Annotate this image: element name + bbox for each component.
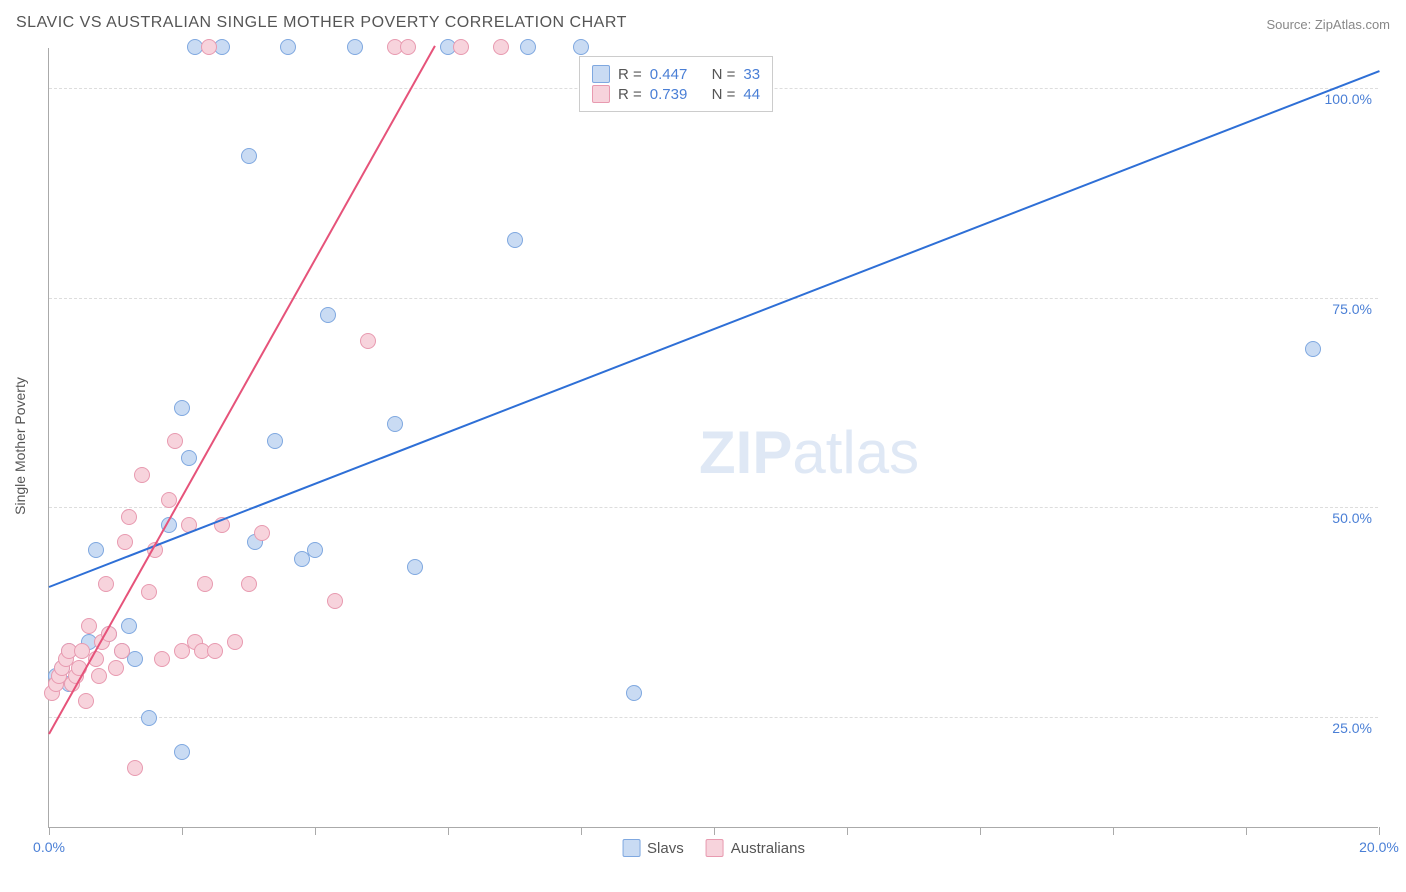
gridline bbox=[49, 717, 1378, 718]
legend-swatch bbox=[706, 839, 724, 857]
stats-row: R =0.739 N =44 bbox=[592, 85, 760, 103]
data-point bbox=[241, 576, 257, 592]
x-tick bbox=[980, 827, 981, 835]
data-point bbox=[197, 576, 213, 592]
data-point bbox=[81, 618, 97, 634]
gridline bbox=[49, 298, 1378, 299]
x-tick bbox=[315, 827, 316, 835]
data-point bbox=[161, 492, 177, 508]
x-tick bbox=[448, 827, 449, 835]
legend-item: Australians bbox=[706, 839, 805, 857]
data-point bbox=[117, 534, 133, 550]
data-point bbox=[267, 433, 283, 449]
stats-legend: R =0.447 N =33 R =0.739 N =44 bbox=[579, 56, 773, 112]
data-point bbox=[320, 307, 336, 323]
trendline bbox=[48, 46, 435, 735]
x-tick bbox=[581, 827, 582, 835]
r-value: 0.447 bbox=[650, 66, 688, 83]
data-point bbox=[78, 693, 94, 709]
data-point bbox=[387, 416, 403, 432]
data-point bbox=[327, 593, 343, 609]
data-point bbox=[121, 509, 137, 525]
data-point bbox=[134, 467, 150, 483]
n-value: 33 bbox=[743, 66, 760, 83]
data-point bbox=[400, 39, 416, 55]
data-point bbox=[520, 39, 536, 55]
data-point bbox=[108, 660, 124, 676]
stats-row: R =0.447 N =33 bbox=[592, 65, 760, 83]
n-value: 44 bbox=[743, 86, 760, 103]
legend-label: Australians bbox=[731, 840, 805, 857]
y-tick-label: 75.0% bbox=[1332, 301, 1372, 317]
x-tick bbox=[1113, 827, 1114, 835]
x-tick-label: 20.0% bbox=[1359, 839, 1399, 855]
data-point bbox=[507, 232, 523, 248]
data-point bbox=[88, 542, 104, 558]
data-point bbox=[254, 525, 270, 541]
data-point bbox=[141, 584, 157, 600]
data-point bbox=[141, 710, 157, 726]
legend-label: Slavs bbox=[647, 840, 684, 857]
data-point bbox=[280, 39, 296, 55]
watermark: ZIPatlas bbox=[699, 418, 919, 487]
y-tick-label: 50.0% bbox=[1332, 510, 1372, 526]
data-point bbox=[174, 400, 190, 416]
data-point bbox=[91, 668, 107, 684]
data-point bbox=[227, 634, 243, 650]
data-point bbox=[98, 576, 114, 592]
data-point bbox=[360, 333, 376, 349]
legend-swatch bbox=[622, 839, 640, 857]
scatter-plot: ZIPatlas 25.0%50.0%75.0%100.0%0.0%20.0%R… bbox=[48, 48, 1378, 828]
legend-item: Slavs bbox=[622, 839, 684, 857]
data-point bbox=[573, 39, 589, 55]
data-point bbox=[201, 39, 217, 55]
data-point bbox=[174, 744, 190, 760]
x-tick-label: 0.0% bbox=[33, 839, 65, 855]
x-tick bbox=[49, 827, 50, 835]
data-point bbox=[181, 450, 197, 466]
data-point bbox=[241, 148, 257, 164]
x-tick bbox=[182, 827, 183, 835]
chart-title: SLAVIC VS AUSTRALIAN SINGLE MOTHER POVER… bbox=[16, 14, 627, 32]
series-legend: Slavs Australians bbox=[622, 839, 805, 857]
y-axis-title: Single Mother Poverty bbox=[12, 377, 28, 515]
x-tick bbox=[1246, 827, 1247, 835]
data-point bbox=[307, 542, 323, 558]
data-point bbox=[626, 685, 642, 701]
x-tick bbox=[847, 827, 848, 835]
data-point bbox=[347, 39, 363, 55]
data-point bbox=[207, 643, 223, 659]
y-tick-label: 25.0% bbox=[1332, 720, 1372, 736]
data-point bbox=[407, 559, 423, 575]
data-point bbox=[154, 651, 170, 667]
source-label: Source: ZipAtlas.com bbox=[1266, 17, 1390, 32]
legend-swatch bbox=[592, 85, 610, 103]
data-point bbox=[127, 651, 143, 667]
r-value: 0.739 bbox=[650, 86, 688, 103]
y-tick-label: 100.0% bbox=[1325, 91, 1372, 107]
data-point bbox=[493, 39, 509, 55]
data-point bbox=[1305, 341, 1321, 357]
x-tick bbox=[714, 827, 715, 835]
data-point bbox=[121, 618, 137, 634]
data-point bbox=[453, 39, 469, 55]
data-point bbox=[114, 643, 130, 659]
data-point bbox=[127, 760, 143, 776]
legend-swatch bbox=[592, 65, 610, 83]
x-tick bbox=[1379, 827, 1380, 835]
data-point bbox=[167, 433, 183, 449]
